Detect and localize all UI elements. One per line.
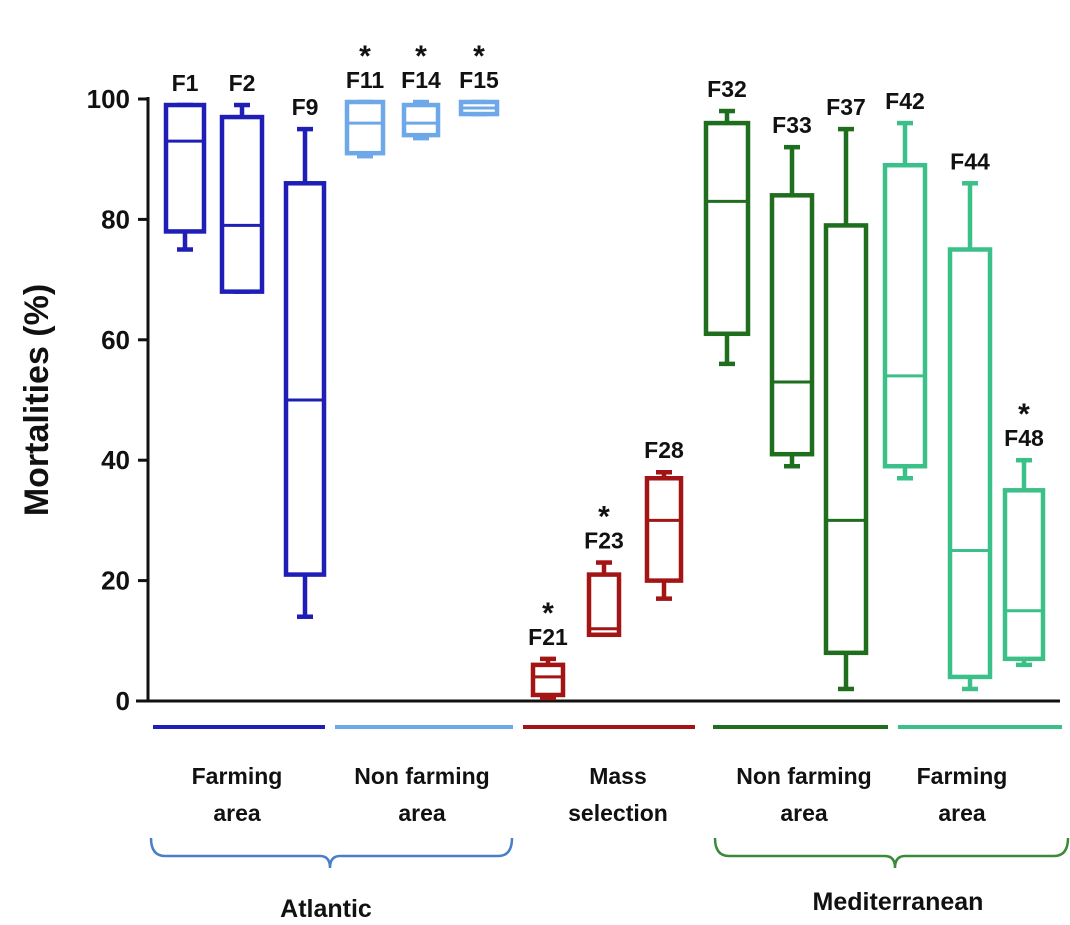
significance-star: * — [598, 501, 610, 534]
group-label-med_farm: Farming — [917, 763, 1008, 789]
box-label: F44 — [950, 148, 990, 174]
y-tick-label: 0 — [116, 686, 130, 716]
box-label: F37 — [826, 94, 866, 120]
group-label-mass: selection — [568, 800, 668, 826]
region-label-mediterranean: Mediterranean — [813, 888, 984, 916]
iqr-box — [769, 193, 815, 457]
box-f33 — [769, 144, 815, 469]
axis-layer: 0 20 40 60 80 100 Mortalities (%) — [18, 84, 1060, 716]
box-f21 — [530, 656, 566, 701]
box-f23 — [586, 560, 622, 638]
y-tick-label: 100 — [87, 84, 130, 114]
iqr-box — [1002, 488, 1046, 662]
iqr-box — [823, 223, 869, 656]
iqr-box — [163, 102, 207, 234]
box-label: F11 — [346, 67, 385, 93]
y-tick-label: 40 — [101, 445, 130, 475]
box-label: F2 — [229, 70, 256, 96]
box-label: F23 — [584, 528, 624, 554]
box-f37 — [823, 126, 869, 692]
iqr-box — [283, 181, 327, 577]
atlantic-brace — [149, 837, 514, 869]
box-label: F32 — [707, 76, 747, 102]
box-label: F14 — [401, 67, 441, 93]
box-f48 — [1002, 457, 1046, 668]
box-f14 — [401, 99, 441, 141]
iqr-box — [644, 476, 684, 583]
significance-star: * — [359, 40, 371, 73]
significance-star: * — [1018, 398, 1030, 431]
iqr-box — [219, 114, 265, 294]
box-f28 — [644, 469, 684, 601]
box-f11 — [344, 99, 386, 159]
group-label-med_nonfarm: area — [780, 800, 828, 826]
box-label: F1 — [172, 70, 199, 96]
box-label: F9 — [292, 94, 319, 120]
significance-star: * — [473, 40, 485, 73]
box-label: F48 — [1004, 425, 1044, 451]
iqr-box — [401, 102, 441, 138]
iqr-box — [703, 120, 751, 337]
box-label: F21 — [528, 624, 568, 650]
significance-star: * — [542, 597, 554, 630]
box-f44 — [947, 181, 993, 692]
box-label: F15 — [459, 67, 499, 93]
box-f42 — [882, 120, 928, 481]
iqr-box — [947, 247, 993, 680]
significance-star: * — [415, 40, 427, 73]
group-label-atl_nonfarm: Non farming — [354, 763, 489, 789]
mediterranean-brace — [713, 837, 1070, 869]
group-label-atl_farm: Farming — [192, 763, 283, 789]
box-f9 — [283, 126, 327, 619]
group-label-atl_farm: area — [213, 800, 261, 826]
group-label-mass: Mass — [589, 763, 647, 789]
box-label: F28 — [644, 437, 684, 463]
group-layer: Farming area Non farming area Mass selection N… — [149, 725, 1070, 923]
iqr-box — [882, 162, 928, 469]
group-label-med_farm: area — [938, 800, 986, 826]
box-f2 — [219, 102, 265, 294]
box-f1 — [163, 102, 207, 252]
box-label: F42 — [885, 88, 925, 114]
region-label-atlantic: Atlantic — [280, 895, 372, 923]
iqr-box — [344, 99, 386, 156]
group-label-med_nonfarm: Non farming — [736, 763, 871, 789]
iqr-box — [530, 662, 566, 698]
y-tick-label: 60 — [101, 325, 130, 355]
box-label: F33 — [772, 112, 812, 138]
group-label-atl_nonfarm: area — [398, 800, 446, 826]
iqr-box — [586, 572, 622, 638]
y-tick-label: 80 — [101, 204, 130, 234]
box-layer — [163, 99, 1046, 701]
box-f15 — [458, 99, 500, 117]
y-tick-label: 20 — [101, 566, 130, 596]
box-f32 — [703, 108, 751, 367]
y-axis-title: Mortalities (%) — [18, 284, 56, 516]
